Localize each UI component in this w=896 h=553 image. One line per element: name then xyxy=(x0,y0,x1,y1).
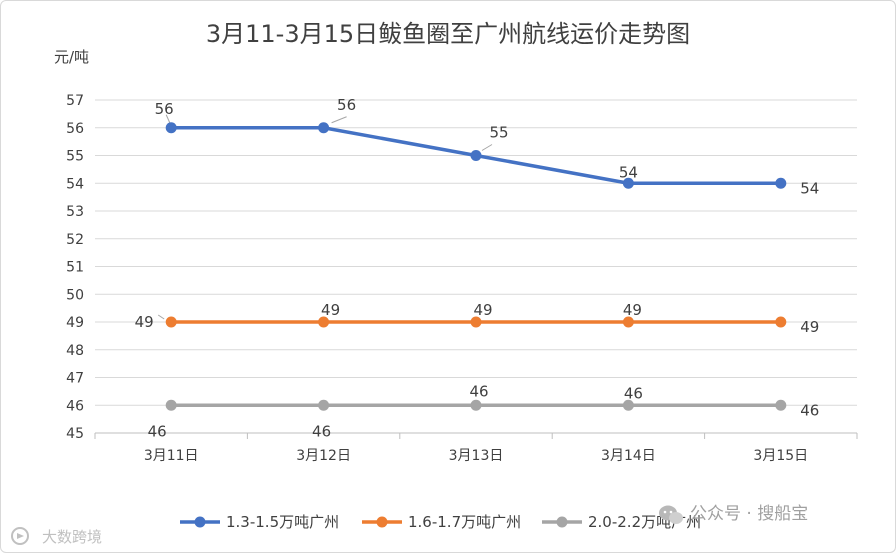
y-tick-label: 57 xyxy=(66,93,84,109)
data-label: 46 xyxy=(469,382,488,400)
data-point xyxy=(165,399,177,411)
series-1 xyxy=(165,122,787,189)
legend-item-2: 1.6-1.7万吨广州 xyxy=(362,513,521,531)
watermark-left-text: 大数跨境 xyxy=(42,528,102,546)
watermark-left: 大数跨境 xyxy=(11,527,102,546)
data-point xyxy=(622,316,634,328)
watermark-right-text: 公众号 · 搜船宝 xyxy=(690,504,808,524)
data-label: 46 xyxy=(312,422,331,440)
series-3 xyxy=(165,399,787,411)
data-label: 49 xyxy=(473,301,492,319)
x-tick-label: 3月14日 xyxy=(601,448,656,464)
legend-swatch-marker xyxy=(194,516,206,528)
y-tick-label: 56 xyxy=(66,121,84,137)
leader-line xyxy=(481,144,493,151)
y-tick-label: 54 xyxy=(66,176,84,192)
data-point xyxy=(470,399,482,411)
wechat-icon xyxy=(659,505,683,524)
data-label: 56 xyxy=(337,96,356,114)
x-axis: 3月11日 3月12日 3月13日 3月14日 3月15日 xyxy=(94,432,858,464)
data-point xyxy=(470,150,482,161)
x-tick-label: 3月15日 xyxy=(753,448,808,464)
y-axis-ticks: 45 46 47 48 49 50 51 52 53 54 55 56 57 xyxy=(66,93,84,442)
data-labels: 56 56 55 54 54 49 49 49 49 49 46 46 46 46 46 xyxy=(135,96,820,441)
data-label: 55 xyxy=(489,124,508,142)
data-label: 54 xyxy=(800,179,819,197)
data-label: 46 xyxy=(148,422,167,440)
series-group xyxy=(165,122,787,411)
leader-line xyxy=(331,116,347,124)
legend-label: 1.3-1.5万吨广州 xyxy=(226,513,339,531)
brand-logo-icon xyxy=(11,527,29,545)
y-tick-label: 55 xyxy=(66,149,84,165)
y-tick-label: 50 xyxy=(66,287,84,303)
data-label: 56 xyxy=(155,100,174,118)
data-point xyxy=(775,399,787,411)
y-tick-label: 47 xyxy=(66,371,84,387)
legend-label: 2.0-2.2万吨广州 xyxy=(588,513,701,531)
data-label: 46 xyxy=(624,384,643,402)
data-point xyxy=(165,316,177,328)
data-label: 49 xyxy=(135,313,154,331)
legend-item-1: 1.3-1.5万吨广州 xyxy=(180,513,339,531)
data-point xyxy=(775,316,787,328)
data-point xyxy=(622,399,634,411)
leader-line xyxy=(165,114,171,124)
series-2 xyxy=(165,316,787,328)
grid-lines xyxy=(95,99,857,406)
data-label: 54 xyxy=(619,163,638,181)
y-tick-label: 45 xyxy=(66,426,84,442)
y-tick-label: 49 xyxy=(66,315,84,331)
data-point xyxy=(318,122,330,134)
data-point xyxy=(470,316,482,328)
data-label: 49 xyxy=(800,318,819,336)
chart-title: 3月11-3月15日鲅鱼圈至广州航线运价走势图 xyxy=(206,20,690,48)
y-tick-label: 51 xyxy=(66,260,84,276)
x-tick-label: 3月12日 xyxy=(296,448,351,464)
data-label: 49 xyxy=(623,301,642,319)
x-tick-label: 3月13日 xyxy=(449,448,504,464)
data-point xyxy=(775,177,787,189)
y-tick-label: 48 xyxy=(66,343,84,359)
data-point xyxy=(622,177,634,189)
data-point xyxy=(165,122,177,134)
watermark-right: 公众号 · 搜船宝 xyxy=(659,504,808,524)
data-point xyxy=(318,316,330,328)
data-point xyxy=(318,399,330,411)
label-leader-lines xyxy=(157,114,493,320)
leader-line xyxy=(157,314,165,320)
legend: 1.3-1.5万吨广州 1.6-1.7万吨广州 2.0-2.2万吨广州 xyxy=(180,513,701,531)
data-label: 49 xyxy=(321,301,340,319)
legend-swatch-marker xyxy=(556,516,568,528)
legend-swatch-marker xyxy=(376,516,388,528)
y-axis-unit-label: 元/吨 xyxy=(54,48,89,66)
legend-label: 1.6-1.7万吨广州 xyxy=(408,513,521,531)
y-tick-label: 53 xyxy=(66,204,84,220)
y-tick-label: 46 xyxy=(66,398,84,414)
x-tick-label: 3月11日 xyxy=(144,448,199,464)
y-tick-label: 52 xyxy=(66,232,84,248)
data-label: 46 xyxy=(800,401,819,419)
